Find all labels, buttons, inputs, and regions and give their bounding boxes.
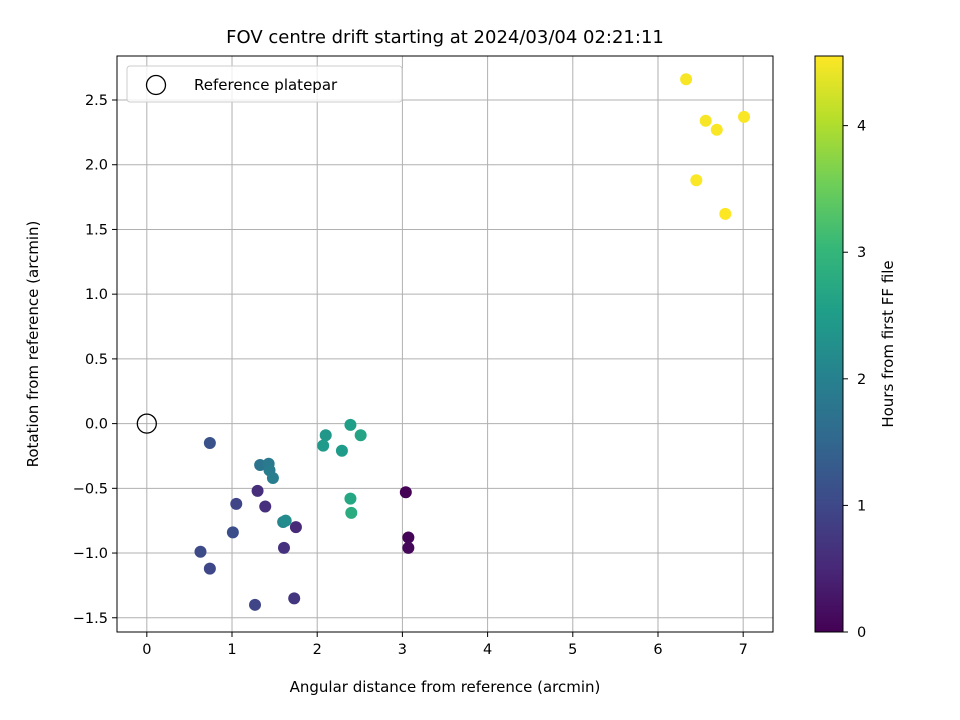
reference-marker xyxy=(136,413,157,434)
x-tick-label: 5 xyxy=(568,642,577,658)
y-axis-ticks: −1.5 −1.0 −0.5 0.0 0.5 1.0 1.5 2.0 2.5 xyxy=(73,93,117,627)
grid-lines xyxy=(117,56,773,632)
data-point xyxy=(402,541,415,554)
data-point xyxy=(344,418,357,431)
colorbar-tick-label: 2 xyxy=(857,372,866,388)
x-tick-label: 0 xyxy=(142,642,151,658)
data-point xyxy=(317,439,330,452)
colorbar-tick-label: 1 xyxy=(857,498,866,514)
data-point xyxy=(680,73,693,86)
x-axis-label: Angular distance from reference (arcmin) xyxy=(290,678,601,696)
legend-box xyxy=(126,65,403,103)
y-axis-label: Rotation from reference (arcmin) xyxy=(24,221,42,468)
x-tick-label: 4 xyxy=(483,642,492,658)
chart-title: FOV centre drift starting at 2024/03/04 … xyxy=(226,27,664,48)
data-point xyxy=(226,526,239,539)
y-tick-label: 0.5 xyxy=(85,352,108,368)
colorbar xyxy=(814,55,844,633)
data-point xyxy=(719,207,732,220)
y-tick-label: 2.5 xyxy=(85,93,108,109)
data-point xyxy=(288,592,301,605)
x-axis-ticks: 0 1 2 3 4 5 6 7 xyxy=(142,632,748,658)
reference-marker-group xyxy=(136,413,157,434)
data-points xyxy=(194,73,751,611)
plot-frame xyxy=(116,55,774,633)
y-tick-label: −1.5 xyxy=(73,611,108,627)
colorbar-label: Hours from first FF file xyxy=(879,260,897,427)
data-point xyxy=(279,514,292,527)
data-point xyxy=(335,444,348,457)
colorbar-tick-label: 0 xyxy=(857,625,866,641)
data-point xyxy=(354,429,367,442)
y-tick-label: 2.0 xyxy=(85,158,108,174)
legend: Reference platepar xyxy=(126,65,403,103)
x-tick-label: 1 xyxy=(227,642,236,658)
data-point xyxy=(399,486,412,499)
y-tick-label: 0.0 xyxy=(85,417,108,433)
data-point xyxy=(277,541,290,554)
data-point xyxy=(319,429,332,442)
data-point xyxy=(738,110,751,123)
data-point xyxy=(203,562,216,575)
data-point xyxy=(251,484,264,497)
data-point xyxy=(699,114,712,127)
data-point xyxy=(710,123,723,136)
data-point xyxy=(345,506,358,519)
data-point xyxy=(266,471,279,484)
y-tick-label: 1.0 xyxy=(85,287,108,303)
legend-label: Reference platepar xyxy=(194,76,338,94)
data-point xyxy=(249,598,262,611)
data-point xyxy=(690,174,703,187)
y-tick-label: −1.0 xyxy=(73,546,108,562)
data-point xyxy=(402,531,415,544)
y-tick-label: 1.5 xyxy=(85,222,108,238)
legend-reference-marker xyxy=(145,74,167,96)
data-point xyxy=(289,521,302,534)
x-tick-label: 7 xyxy=(739,642,748,658)
data-point xyxy=(203,437,216,450)
x-tick-label: 6 xyxy=(653,642,662,658)
y-tick-label: −0.5 xyxy=(73,481,108,497)
colorbar-ticks: 0 1 2 3 4 xyxy=(843,119,866,641)
data-point xyxy=(194,545,207,558)
data-point xyxy=(259,500,272,513)
x-tick-label: 3 xyxy=(398,642,407,658)
colorbar-tick-label: 4 xyxy=(857,119,866,135)
data-point xyxy=(230,497,243,510)
colorbar-tick-label: 3 xyxy=(857,245,866,261)
x-tick-label: 2 xyxy=(313,642,322,658)
data-point xyxy=(344,492,357,505)
